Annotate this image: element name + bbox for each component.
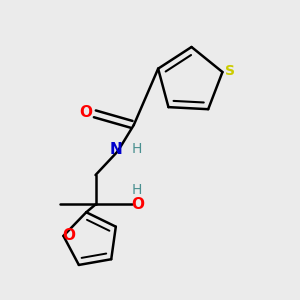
Text: N: N: [110, 142, 122, 158]
Text: O: O: [62, 228, 75, 243]
Text: O: O: [80, 105, 93, 120]
Text: S: S: [225, 64, 235, 78]
Text: H: H: [132, 142, 142, 155]
Text: O: O: [131, 197, 144, 212]
Text: H: H: [132, 183, 142, 197]
